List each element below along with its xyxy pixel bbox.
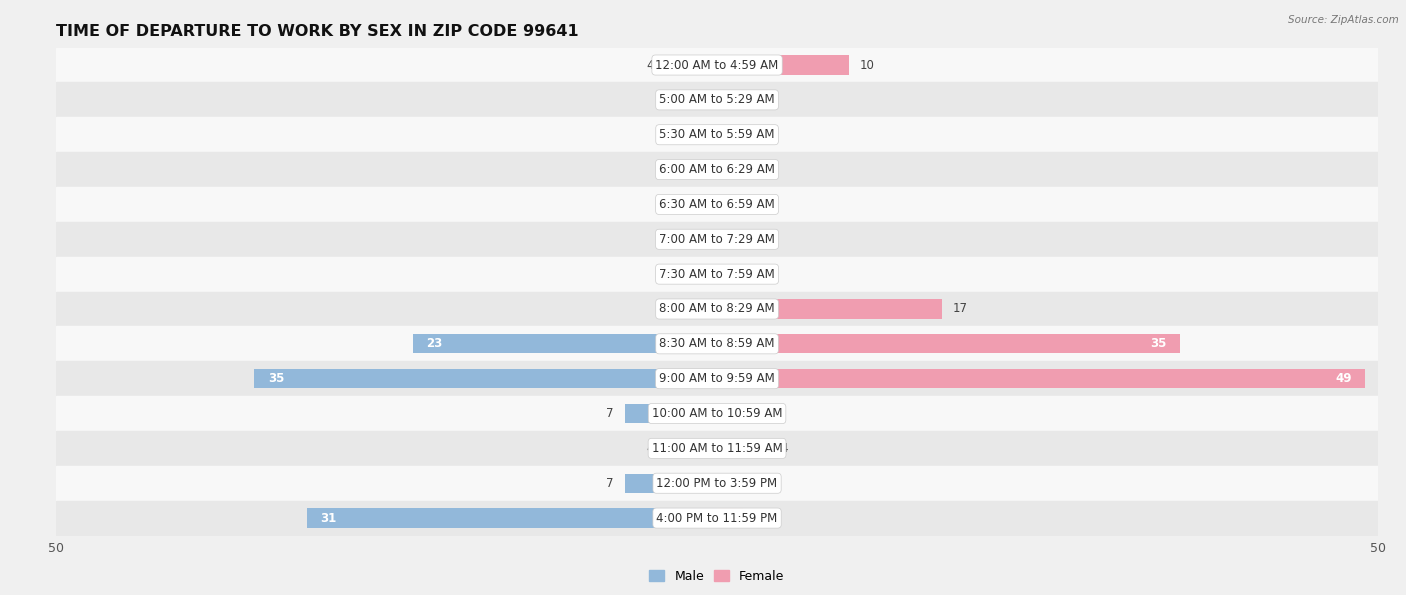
Bar (717, 90, 730, 109)
Text: 0: 0 (659, 302, 666, 315)
Text: 7:30 AM to 7:59 AM: 7:30 AM to 7:59 AM (659, 268, 775, 281)
Text: 6:30 AM to 6:59 AM: 6:30 AM to 6:59 AM (659, 198, 775, 211)
Bar (56, 117, 1378, 152)
Text: 7: 7 (606, 477, 614, 490)
Text: 17: 17 (952, 302, 967, 315)
Bar (56, 48, 1378, 83)
Text: 8:30 AM to 8:59 AM: 8:30 AM to 8:59 AM (659, 337, 775, 350)
Text: 35: 35 (267, 372, 284, 385)
Bar (678, 125, 717, 145)
Text: 11:00 AM to 11:59 AM: 11:00 AM to 11:59 AM (652, 442, 782, 455)
Bar (56, 83, 1378, 117)
Text: Source: ZipAtlas.com: Source: ZipAtlas.com (1288, 15, 1399, 25)
Text: 3: 3 (659, 93, 666, 107)
Bar (678, 90, 717, 109)
Bar (254, 369, 717, 389)
Text: 5:30 AM to 5:59 AM: 5:30 AM to 5:59 AM (659, 129, 775, 141)
Bar (56, 466, 1378, 500)
Text: 12:00 PM to 3:59 PM: 12:00 PM to 3:59 PM (657, 477, 778, 490)
Bar (717, 55, 849, 74)
Bar (624, 404, 717, 423)
Text: 31: 31 (321, 512, 337, 525)
Bar (56, 500, 1378, 536)
Text: 1: 1 (741, 93, 748, 107)
Bar (664, 439, 717, 458)
Bar (678, 299, 717, 318)
Bar (717, 474, 744, 493)
Text: 0: 0 (768, 198, 775, 211)
Bar (717, 369, 1365, 389)
Bar (678, 160, 717, 179)
Bar (56, 327, 1378, 361)
Text: 0: 0 (768, 407, 775, 420)
Text: 4: 4 (647, 58, 654, 71)
Text: 8:00 AM to 8:29 AM: 8:00 AM to 8:29 AM (659, 302, 775, 315)
Bar (678, 195, 717, 214)
Bar (56, 292, 1378, 327)
Bar (717, 125, 756, 145)
Bar (624, 474, 717, 493)
Bar (664, 55, 717, 74)
Text: 35: 35 (1150, 337, 1167, 350)
Text: 0: 0 (768, 163, 775, 176)
Text: 0: 0 (768, 129, 775, 141)
Bar (413, 334, 717, 353)
Text: 2: 2 (672, 233, 681, 246)
Text: 0: 0 (659, 163, 666, 176)
Bar (690, 230, 717, 249)
Legend: Male, Female: Male, Female (644, 565, 790, 588)
Text: 5:00 AM to 5:29 AM: 5:00 AM to 5:29 AM (659, 93, 775, 107)
Text: 12:00 AM to 4:59 AM: 12:00 AM to 4:59 AM (655, 58, 779, 71)
Bar (56, 256, 1378, 292)
Text: 4:00 PM to 11:59 PM: 4:00 PM to 11:59 PM (657, 512, 778, 525)
Bar (56, 222, 1378, 256)
Bar (717, 195, 756, 214)
Bar (56, 361, 1378, 396)
Bar (690, 265, 717, 284)
Text: 4: 4 (780, 442, 787, 455)
Bar (717, 334, 1180, 353)
Text: 0: 0 (768, 268, 775, 281)
Bar (56, 187, 1378, 222)
Text: 2: 2 (754, 477, 762, 490)
Bar (717, 509, 744, 528)
Bar (308, 509, 717, 528)
Text: TIME OF DEPARTURE TO WORK BY SEX IN ZIP CODE 99641: TIME OF DEPARTURE TO WORK BY SEX IN ZIP … (56, 24, 579, 39)
Bar (717, 439, 770, 458)
Text: 7: 7 (606, 407, 614, 420)
Bar (717, 299, 942, 318)
Bar (717, 265, 756, 284)
Bar (56, 396, 1378, 431)
Bar (56, 152, 1378, 187)
Bar (717, 230, 756, 249)
Text: 2: 2 (672, 268, 681, 281)
Text: 6:00 AM to 6:29 AM: 6:00 AM to 6:29 AM (659, 163, 775, 176)
Text: 0: 0 (768, 233, 775, 246)
Text: 7:00 AM to 7:29 AM: 7:00 AM to 7:29 AM (659, 233, 775, 246)
Bar (717, 160, 756, 179)
Text: 2: 2 (754, 512, 762, 525)
Text: 10:00 AM to 10:59 AM: 10:00 AM to 10:59 AM (652, 407, 782, 420)
Bar (56, 431, 1378, 466)
Text: 9:00 AM to 9:59 AM: 9:00 AM to 9:59 AM (659, 372, 775, 385)
Text: 10: 10 (860, 58, 875, 71)
Bar (717, 404, 756, 423)
Text: 4: 4 (647, 442, 654, 455)
Text: 0: 0 (659, 129, 666, 141)
Text: 0: 0 (659, 198, 666, 211)
Text: 49: 49 (1334, 372, 1351, 385)
Text: 23: 23 (426, 337, 443, 350)
